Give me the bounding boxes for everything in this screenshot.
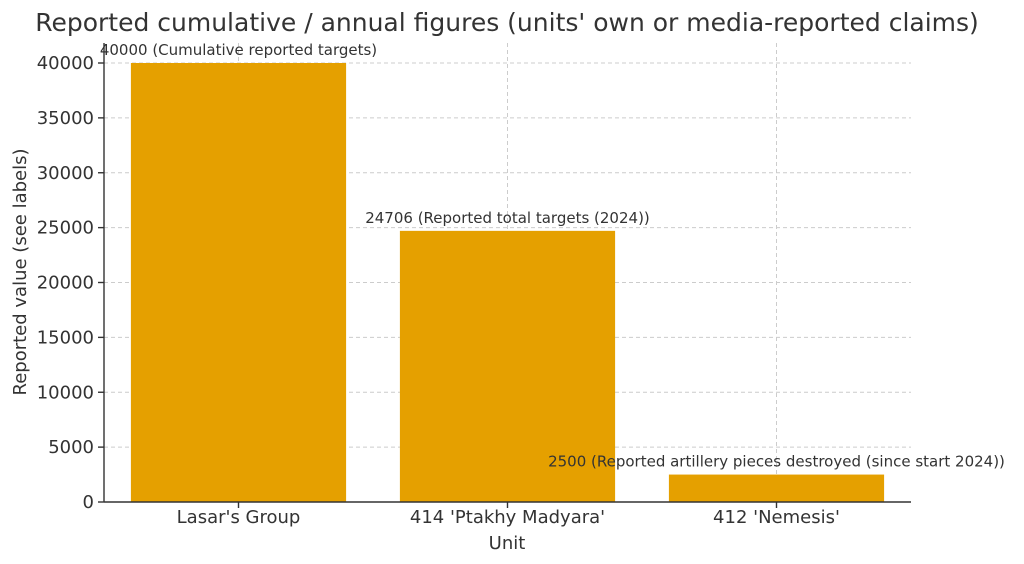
data-label: 24706 (Reported total targets (2024)) <box>365 209 650 227</box>
y-tick-label: 5000 <box>48 437 94 458</box>
axes <box>98 43 911 508</box>
bar <box>668 474 885 502</box>
bars <box>130 63 885 502</box>
y-tick-label: 10000 <box>37 382 94 403</box>
x-tick-label: 414 'Ptakhy Madyara' <box>410 507 605 528</box>
y-axis-label: Reported value (see labels) <box>10 149 31 396</box>
bar <box>399 230 616 502</box>
data-label: 40000 (Cumulative reported targets) <box>100 41 377 59</box>
y-tick-label: 20000 <box>37 273 94 294</box>
x-axis-label: Unit <box>489 533 526 554</box>
chart-title: Reported cumulative / annual figures (un… <box>35 8 979 37</box>
y-tick-label: 35000 <box>37 108 94 129</box>
y-tick-label: 30000 <box>37 163 94 184</box>
y-tick-label: 0 <box>83 492 94 513</box>
y-tick-labels: 0 5000 10000 15000 20000 25000 30000 35000 40000 <box>37 53 94 513</box>
x-tick-label: 412 'Nemesis' <box>713 507 840 528</box>
data-labels: 40000 (Cumulative reported targets) 24706… <box>100 41 1005 471</box>
y-tick-label: 40000 <box>37 53 94 74</box>
bar <box>130 63 347 502</box>
data-label: 2500 (Reported artillery pieces destroye… <box>548 453 1005 471</box>
x-tick-label: Lasar's Group <box>177 507 301 528</box>
y-tick-label: 25000 <box>37 218 94 239</box>
y-tick-label: 15000 <box>37 327 94 348</box>
x-tick-labels: Lasar's Group 414 'Ptakhy Madyara' 412 'Ne… <box>177 507 840 528</box>
